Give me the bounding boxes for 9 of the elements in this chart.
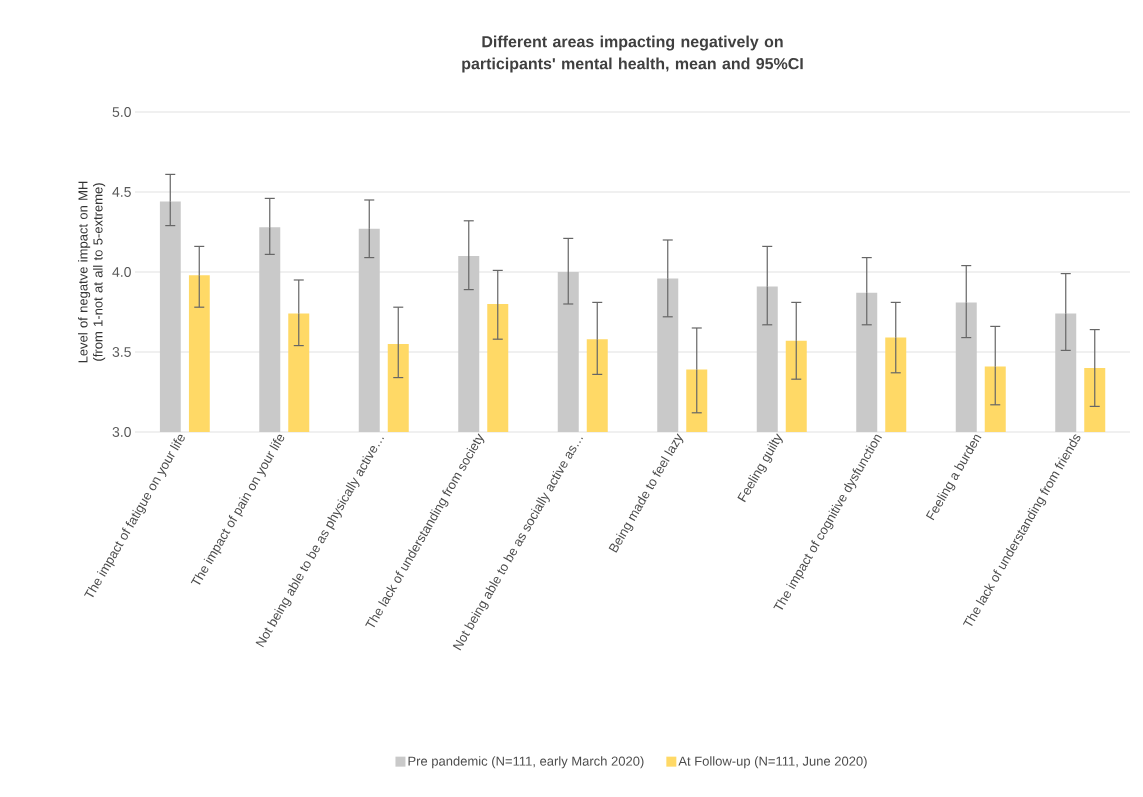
y-axis-title: Level of negatve impact on MH (from 1-not at all to 5-extreme) [78,181,106,363]
y-tick-label: 4.5 [112,187,131,197]
y-tick-label: 4.0 [112,267,131,277]
y-tick-label: 3.5 [112,347,131,357]
legend-label: Pre pandemic (N=111, early March 2020) [408,756,644,769]
chart-title: Different areas impacting negatively on participants' mental health, mean and 95%CI [462,35,803,73]
y-tick-label: 3.0 [112,427,131,437]
y-tick-label: 5.0 [112,107,131,117]
legend-label: At Follow-up (N=111, June 2020) [678,756,867,769]
